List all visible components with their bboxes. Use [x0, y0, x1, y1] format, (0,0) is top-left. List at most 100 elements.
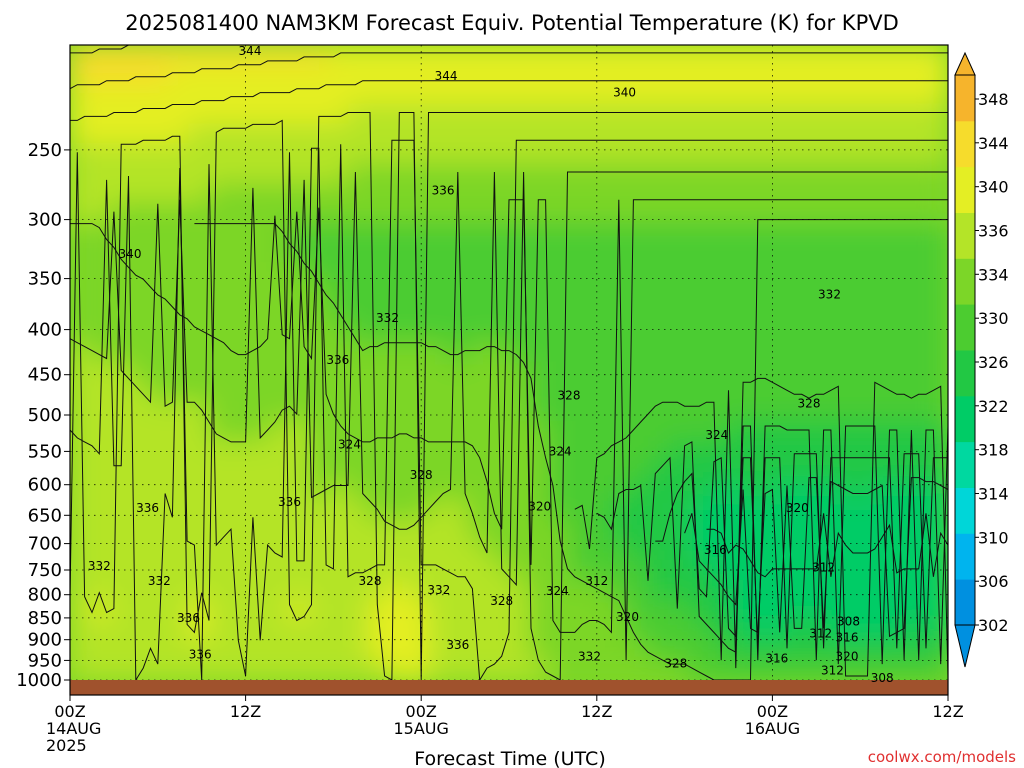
field-cell [767, 321, 790, 344]
field-cell [787, 381, 810, 404]
field-cell [408, 341, 431, 364]
field-cell [607, 520, 630, 543]
field-cell [807, 163, 830, 185]
field-cell [268, 460, 291, 483]
field-cell [108, 282, 131, 304]
colorbar-label: 334 [978, 265, 1009, 284]
field-cell [707, 361, 730, 384]
field-cell [647, 500, 670, 523]
field-cell [208, 520, 231, 543]
field-cell [368, 321, 391, 344]
field-cell [208, 361, 231, 384]
contour-label: 336 [189, 647, 212, 661]
field-cell [687, 63, 710, 86]
field-cell [587, 599, 610, 622]
field-cell [667, 282, 690, 304]
field-cell [448, 619, 471, 642]
field-cell [89, 579, 111, 602]
field-cell [727, 83, 750, 106]
field-cell [528, 381, 550, 404]
field-cell [89, 361, 111, 384]
field-cell [408, 242, 431, 265]
field-cell [727, 45, 750, 66]
field-cell [308, 401, 331, 423]
contour-label: 332 [427, 583, 450, 597]
field-cell [108, 381, 131, 404]
field-cell [647, 262, 670, 285]
field-cell [368, 639, 391, 662]
field-cell [70, 123, 91, 146]
field-cell [328, 103, 351, 126]
field-cell [70, 222, 91, 245]
contour-label: 344 [435, 69, 458, 83]
field-cell [128, 440, 151, 463]
field-cell [567, 639, 590, 662]
field-cell [348, 262, 371, 285]
field-cell [148, 63, 171, 86]
field-cell [388, 460, 411, 483]
field-cell [827, 520, 850, 543]
field-cell [288, 143, 311, 165]
field-cell [468, 579, 491, 602]
field-cell [867, 559, 890, 582]
field-cell [508, 103, 530, 126]
field-cell [488, 480, 510, 503]
field-cell [927, 83, 948, 106]
field-cell [567, 143, 590, 165]
field-cell [647, 83, 670, 106]
field-cell [567, 202, 590, 225]
field-cell [747, 659, 770, 681]
field-cell [528, 361, 550, 384]
field-cell [128, 63, 151, 86]
field-cell [128, 381, 151, 404]
field-cell [428, 103, 451, 126]
field-cell [727, 659, 750, 681]
field-cell [248, 579, 271, 602]
field-cell [847, 282, 870, 304]
field-cell [348, 45, 371, 66]
field-cell [567, 341, 590, 364]
field-cell [70, 639, 91, 662]
field-cell [188, 103, 211, 126]
field-cell [248, 45, 271, 66]
field-cell [108, 103, 131, 126]
contour-label: 316 [836, 631, 859, 645]
field-cell [647, 202, 670, 225]
field-cell [787, 143, 810, 165]
field-cell [547, 143, 570, 165]
field-cell [927, 341, 948, 364]
field-cell [567, 63, 590, 86]
field-cell [827, 321, 850, 344]
field-cell [587, 262, 610, 285]
field-cell [348, 123, 371, 146]
field-cell [508, 540, 530, 562]
field-cell [308, 123, 331, 146]
field-cell [168, 242, 191, 265]
field-cell [627, 599, 650, 622]
field-cell [767, 579, 790, 602]
field-cell [727, 282, 750, 304]
field-cell [468, 421, 491, 443]
field-cell [228, 321, 251, 344]
field-cell [907, 559, 930, 582]
field-cell [268, 599, 291, 622]
field-cell [508, 361, 530, 384]
field-cell [168, 659, 191, 681]
field-cell [927, 282, 948, 304]
field-cell [268, 540, 291, 562]
contour-label: 332 [148, 574, 171, 588]
field-cell [667, 639, 690, 662]
y-tick-label: 550 [28, 441, 62, 462]
field-cell [89, 321, 111, 344]
field-cell [847, 103, 870, 126]
field-cell [727, 639, 750, 662]
field-cell [607, 63, 630, 86]
field-cell [547, 639, 570, 662]
field-cell [388, 262, 411, 285]
field-cell [747, 242, 770, 265]
field-cell [787, 480, 810, 503]
field-cell [208, 559, 231, 582]
field-cell [428, 480, 451, 503]
field-cell [807, 659, 830, 681]
field-cell [867, 361, 890, 384]
